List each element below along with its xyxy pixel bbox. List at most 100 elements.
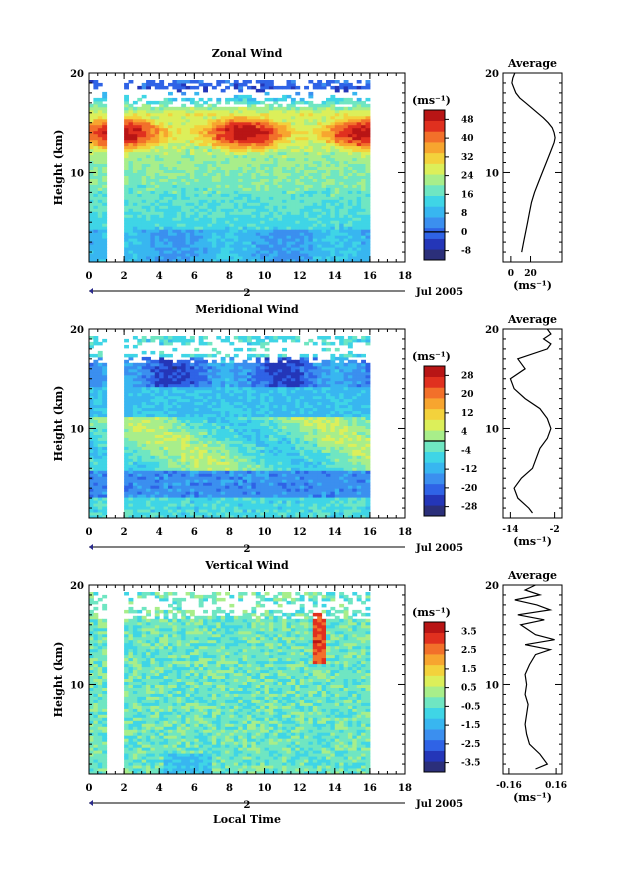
heatmap-cell: [154, 500, 160, 504]
heatmap-cell: [242, 151, 248, 156]
heatmap-cell: [264, 217, 270, 221]
heatmap-cell: [251, 202, 257, 206]
heatmap-cell: [198, 404, 204, 409]
heatmap-cell: [326, 241, 331, 245]
heatmap-cell: [159, 193, 165, 197]
heatmap-cell: [168, 425, 173, 429]
heatmap-cell: [326, 109, 331, 114]
heatmap-cell: [277, 241, 283, 245]
heatmap-cell: [176, 241, 182, 245]
heatmap-cell: [264, 259, 270, 263]
heatmap-cell: [102, 184, 108, 188]
heatmap-cell: [347, 259, 353, 263]
heatmap-cell: [93, 106, 99, 111]
heatmap-cell: [216, 157, 222, 162]
heatmap-cell: [203, 428, 208, 432]
heatmap-cell: [168, 473, 173, 477]
heatmap-cell: [194, 136, 200, 141]
heatmap-cell: [198, 356, 204, 361]
heatmap-cell: [211, 103, 217, 108]
heatmap-cell: [150, 338, 156, 343]
heatmap-cell: [347, 169, 353, 173]
heatmap-cell: [89, 217, 94, 221]
heatmap-cell: [137, 455, 143, 459]
heatmap-cell: [185, 464, 191, 468]
heatmap-cell: [343, 106, 349, 111]
heatmap-cell: [102, 401, 108, 406]
heatmap-cell: [268, 97, 274, 102]
heatmap-cell: [150, 112, 156, 117]
heatmap-cell: [268, 184, 274, 188]
heatmap-cell: [207, 494, 213, 498]
heatmap-cell: [242, 97, 248, 102]
heatmap-cell: [154, 449, 160, 453]
heatmap-cell: [295, 127, 301, 132]
heatmap-cell: [163, 148, 169, 153]
heatmap-cell: [339, 172, 345, 176]
heatmap-cell: [154, 172, 160, 176]
heatmap-cell: [290, 235, 296, 239]
heatmap-cell: [194, 100, 200, 105]
heatmap-cell: [308, 136, 314, 141]
heatmap-cell: [168, 341, 173, 346]
heatmap-cell: [211, 395, 217, 400]
heatmap-cell: [264, 154, 270, 159]
heatmap-cell: [207, 217, 213, 221]
y-tick-label: 10: [70, 168, 84, 179]
heatmap-cell: [141, 241, 147, 245]
heatmap-cell: [150, 362, 156, 367]
heatmap-cell: [159, 464, 165, 468]
heatmap-cell: [181, 154, 187, 159]
heatmap-cell: [154, 190, 160, 194]
heatmap-cell: [154, 208, 160, 212]
heatmap-cell: [225, 130, 230, 135]
heatmap-cell: [198, 199, 204, 203]
heatmap-cell: [277, 169, 283, 173]
heatmap-cell: [295, 142, 301, 147]
heatmap-cell: [150, 145, 156, 150]
heatmap-cell: [220, 214, 226, 218]
heatmap-cell: [242, 208, 248, 212]
heatmap-cell: [89, 449, 94, 453]
heatmap-cell: [295, 196, 301, 200]
heatmap-cell: [282, 202, 287, 206]
heatmap-cell: [102, 467, 108, 471]
heatmap-cell: [181, 401, 187, 406]
heatmap-cell: [154, 416, 160, 420]
heatmap-cell: [238, 187, 244, 191]
heatmap-cell: [321, 244, 327, 248]
heatmap-cell: [356, 133, 362, 138]
heatmap-cell: [124, 157, 129, 162]
heatmap-cell: [102, 470, 108, 474]
heatmap-cell: [185, 142, 191, 147]
heatmap-cell: [220, 199, 226, 203]
heatmap-cell: [176, 437, 182, 441]
heatmap-cell: [286, 172, 292, 176]
heatmap-cell: [189, 244, 195, 248]
heatmap-cell: [124, 515, 129, 519]
heatmap-cell: [93, 476, 99, 480]
heatmap-cell: [317, 118, 323, 123]
heatmap-cell: [181, 172, 187, 176]
heatmap-cell: [304, 181, 309, 185]
heatmap-cell: [150, 187, 156, 191]
heatmap-cell: [203, 82, 208, 87]
heatmap-cell: [132, 383, 138, 388]
heatmap-cell: [150, 157, 156, 162]
heatmap-cell: [168, 229, 173, 233]
heatmap-cell: [102, 205, 108, 209]
heatmap-cell: [159, 362, 165, 367]
heatmap-cell: [207, 250, 213, 254]
heatmap-cell: [203, 160, 208, 164]
heatmap-cell: [330, 214, 336, 218]
heatmap-cell: [128, 509, 134, 513]
heatmap-cell: [137, 208, 143, 212]
heatmap-cell: [203, 214, 208, 218]
heatmap-cell: [321, 187, 327, 191]
heatmap-cell: [102, 214, 108, 218]
heatmap-cell: [185, 470, 191, 474]
heatmap-cell: [211, 115, 217, 120]
heatmap-cell: [356, 178, 362, 182]
heatmap-cell: [299, 169, 305, 173]
heatmap-cell: [89, 434, 94, 438]
